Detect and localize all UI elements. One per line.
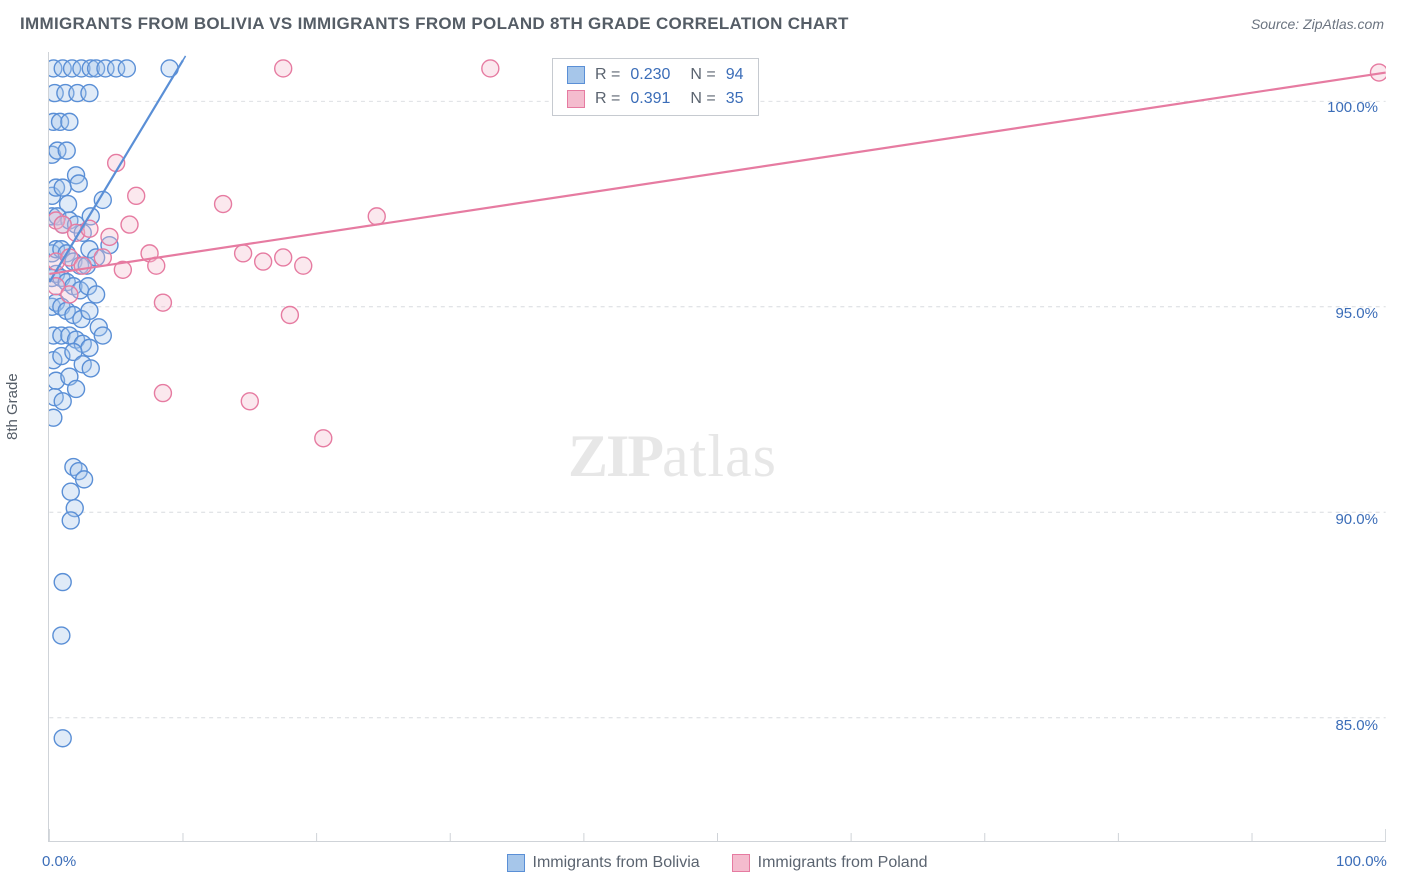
- chart-area: ZIPatlas R = 0.230N = 94R = 0.391N = 35 …: [48, 52, 1386, 842]
- chart-title: IMMIGRANTS FROM BOLIVIA VS IMMIGRANTS FR…: [20, 14, 849, 34]
- y-tick-label: 90.0%: [1335, 511, 1378, 528]
- legend-item: Immigrants from Bolivia: [507, 854, 700, 872]
- y-axis-label: 8th Grade: [4, 373, 21, 440]
- x-tick-label: 0.0%: [42, 853, 76, 870]
- y-tick-label: 85.0%: [1335, 717, 1378, 734]
- legend-swatch: [567, 90, 585, 108]
- stats-row: R = 0.230N = 94: [553, 63, 758, 87]
- legend-swatch: [732, 854, 750, 872]
- legend-label: Immigrants from Poland: [758, 854, 928, 872]
- stats-legend-box: R = 0.230N = 94R = 0.391N = 35: [552, 58, 759, 116]
- bottom-legend: Immigrants from Bolivia Immigrants from P…: [48, 854, 1386, 872]
- source-label: Source: ZipAtlas.com: [1251, 16, 1384, 32]
- legend-swatch: [567, 66, 585, 84]
- watermark: ZIPatlas: [568, 422, 777, 491]
- y-tick-label: 100.0%: [1327, 99, 1378, 116]
- x-tick-label: 100.0%: [1336, 853, 1387, 870]
- y-tick-label: 95.0%: [1335, 305, 1378, 322]
- legend-swatch: [507, 854, 525, 872]
- legend-label: Immigrants from Bolivia: [533, 854, 700, 872]
- legend-item: Immigrants from Poland: [732, 854, 928, 872]
- stats-row: R = 0.391N = 35: [553, 87, 758, 111]
